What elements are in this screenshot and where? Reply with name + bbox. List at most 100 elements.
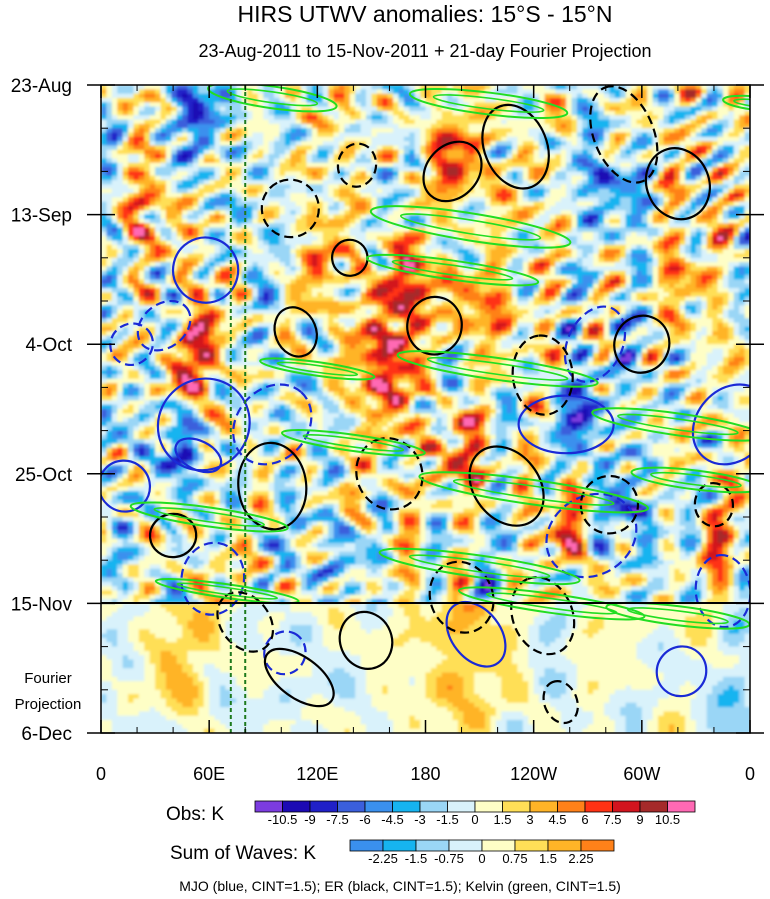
field-cell xyxy=(290,123,297,129)
field-cell xyxy=(566,128,573,134)
field-cell xyxy=(101,231,108,237)
field-cell xyxy=(171,154,178,160)
field-cell xyxy=(620,201,627,207)
field-cell xyxy=(198,85,205,90)
field-cell xyxy=(263,132,270,138)
field-cell xyxy=(106,85,113,90)
field-cell xyxy=(566,231,573,237)
field-cell xyxy=(593,175,600,181)
field-cell xyxy=(171,231,178,237)
field-cell xyxy=(685,218,692,224)
field-cell xyxy=(652,85,659,90)
field-cell xyxy=(495,236,502,242)
field-cell xyxy=(484,223,491,229)
field-cell xyxy=(457,97,464,103)
field-cell xyxy=(279,231,286,237)
field-cell xyxy=(571,175,578,181)
field-cell xyxy=(593,218,600,224)
field-cell xyxy=(495,262,502,268)
field-cell xyxy=(138,145,145,151)
field-cell xyxy=(522,180,529,185)
field-cell xyxy=(187,227,194,233)
field-cell xyxy=(647,223,654,229)
field-cell xyxy=(474,214,481,220)
field-cell xyxy=(236,184,243,190)
field-cell xyxy=(576,188,583,194)
field-cell xyxy=(101,110,108,116)
field-cell xyxy=(252,154,259,160)
field-cell xyxy=(306,236,313,242)
field-cell xyxy=(739,227,746,233)
field-cell xyxy=(593,102,600,108)
field-cell xyxy=(387,210,394,216)
field-cell xyxy=(230,110,237,116)
field-cell xyxy=(360,262,367,268)
field-cell xyxy=(625,214,632,220)
field-cell xyxy=(555,97,562,103)
field-cell xyxy=(284,214,291,220)
field-cell xyxy=(593,89,600,95)
field-cell xyxy=(198,132,205,138)
field-cell xyxy=(198,218,205,224)
field-cell xyxy=(263,171,270,177)
field-cell xyxy=(355,123,362,129)
field-cell xyxy=(739,115,746,121)
field-cell xyxy=(501,175,508,181)
field-cell xyxy=(468,249,475,255)
field-cell xyxy=(587,201,594,207)
field-cell xyxy=(701,93,708,99)
field-cell xyxy=(452,188,459,194)
field-cell xyxy=(155,240,162,246)
field-cell xyxy=(398,115,405,121)
field-cell xyxy=(387,249,394,255)
field-cell xyxy=(122,227,129,233)
field-cell xyxy=(717,197,724,203)
field-cell xyxy=(636,158,643,164)
field-cell xyxy=(625,205,632,211)
field-cell xyxy=(420,128,427,134)
field-cell xyxy=(344,262,351,268)
field-cell xyxy=(522,236,529,242)
field-cell xyxy=(230,93,237,99)
field-cell xyxy=(636,249,643,255)
field-cell xyxy=(652,193,659,198)
field-cell xyxy=(722,110,729,116)
field-cell xyxy=(203,97,210,103)
field-cell xyxy=(658,123,665,129)
field-cell xyxy=(279,249,286,255)
field-cell xyxy=(614,106,621,112)
field-cell xyxy=(409,193,416,198)
field-cell xyxy=(430,214,437,220)
field-cell xyxy=(636,175,643,181)
field-cell xyxy=(533,253,540,259)
field-cell xyxy=(555,158,562,164)
field-cell xyxy=(355,210,362,216)
field-cell xyxy=(468,253,475,259)
field-cell xyxy=(344,89,351,95)
field-cell xyxy=(203,158,210,164)
field-cell xyxy=(382,123,389,129)
field-cell xyxy=(668,141,675,147)
field-cell xyxy=(241,93,248,99)
field-cell xyxy=(593,158,600,164)
field-cell xyxy=(420,167,427,172)
field-cell xyxy=(247,193,254,198)
field-cell xyxy=(663,145,670,151)
field-cell xyxy=(447,231,454,237)
field-cell xyxy=(117,136,124,142)
field-cell xyxy=(322,210,329,216)
field-cell xyxy=(685,89,692,95)
field-cell xyxy=(706,240,713,246)
field-cell xyxy=(376,136,383,142)
field-cell xyxy=(506,218,513,224)
field-cell xyxy=(544,231,551,237)
field-cell xyxy=(549,162,556,168)
field-cell xyxy=(447,136,454,142)
field-cell xyxy=(355,180,362,185)
field-cell xyxy=(436,123,443,129)
field-cell xyxy=(484,184,491,190)
field-cell xyxy=(333,106,340,112)
field-cell xyxy=(495,93,502,99)
field-cell xyxy=(160,249,167,255)
field-cell xyxy=(355,253,362,259)
